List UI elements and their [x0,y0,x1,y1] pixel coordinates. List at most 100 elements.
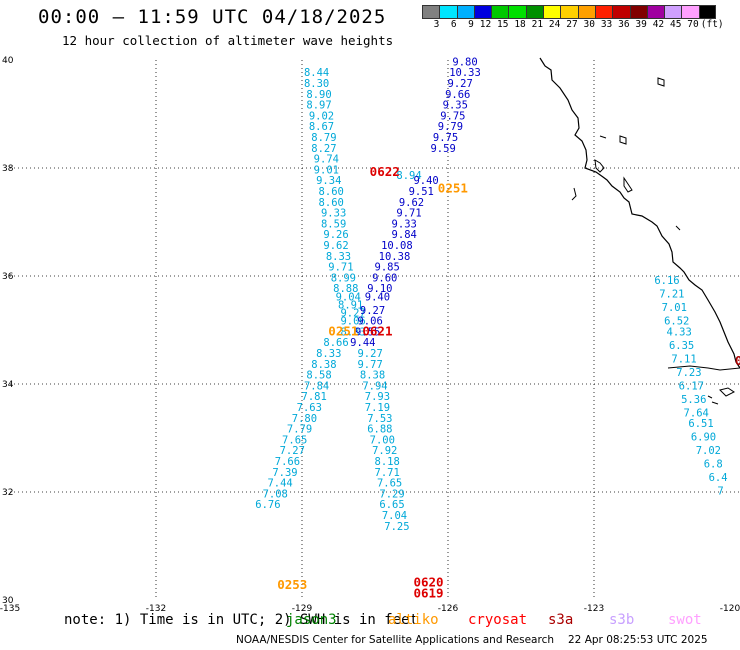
legend-label: 18 [514,19,526,30]
lat-tick-label: 40 [2,56,14,66]
wave-height-label: 9.10 [367,283,392,295]
wave-height-label: 8.90 [306,89,331,101]
wave-height-label: 7.00 [370,434,395,446]
wave-height-label: 7.29 [379,488,404,500]
legend-labels: 3 6 9 12 15 18 21 24 27 30 33 36 39 42 45 70 (ft) [422,19,724,30]
lat-tick-label: 34 [2,380,14,390]
wave-height-label: 7.65 [377,478,402,490]
legend-swatch [560,5,578,19]
legend-label: 21 [531,19,544,30]
wave-height-label: 7.80 [292,413,317,425]
satellite-label: cryosat [468,612,528,628]
wave-height-label: 8.97 [306,100,331,112]
wave-height-label: 7.71 [375,467,400,479]
legend-swatch [646,5,665,19]
pass-label: 0619 [413,585,443,600]
wave-height-label: 8.67 [309,121,334,133]
wave-height-label: 9.27 [448,78,473,90]
satellite-label: jason3 [286,612,337,628]
wave-height-label: 10.33 [449,67,481,79]
wave-height-label: 9.27 [357,348,382,360]
wave-height-label: 7.08 [263,488,288,500]
wave-height-label: 7.02 [696,445,721,457]
wave-height-label: 9.44 [350,337,375,349]
credit-line: NOAA/NESDIS Center for Satellite Applica… [236,634,554,646]
wave-height-label: 8.94 [396,170,421,182]
wave-height-label: 8.33 [326,251,351,263]
wave-height-label: 9.06 [340,316,365,328]
wave-height-label: 7.44 [267,478,292,490]
lat-tick-label: 32 [2,488,13,498]
wave-height-label: 6.4 [709,472,728,484]
legend-label: 6 [450,19,457,30]
wave-height-label: 7.04 [382,510,407,522]
wave-height-label: 5.36 [681,394,706,406]
wave-height-label: 9.80 [452,56,477,68]
legend-swatch [422,5,440,19]
wave-height-label: 8.58 [306,370,331,382]
wave-height-label: 9.06 [357,316,382,328]
wave-height-label: 9.59 [430,143,455,155]
legend-label: 30 [583,19,595,30]
lat-tick-label: 36 [2,272,14,282]
timestamp: 22 Apr 08:25:53 UTC 2025 [568,634,708,646]
legend-label: 12 [479,19,492,30]
wave-height-label: 6.17 [679,380,704,392]
wave-height-label: 9.71 [328,262,353,274]
legend-label: 70 [687,19,699,30]
wave-height-label: 7 [717,486,723,498]
wave-height-label: 8.38 [311,359,336,371]
wave-height-label: 7.21 [659,289,684,301]
legend-swatch [698,5,717,19]
axis-ticks: -135 -132 -129 -126 -123 -120 40 38 36 34 32 30 [0,56,740,614]
chart-subtitle: 12 hour collection of altimeter wave hei… [62,33,394,48]
wave-height-label: 6.65 [379,499,404,511]
legend-swatch [543,5,561,19]
wave-height-label: 9.75 [433,132,458,144]
legend-label: 33 [600,19,613,30]
legend-swatch [525,5,544,19]
legend-swatch [577,5,595,19]
legend-swatch [594,5,613,19]
satellite-label: s3b [609,612,635,628]
legend-swatch [508,5,526,19]
wave-height-label: 7.66 [275,456,300,468]
wave-height-label: 8.60 [319,186,344,198]
satellite-label: s3a [548,612,574,628]
legend-swatch [681,5,699,19]
lon-tick-label: -132 [146,604,166,614]
wave-height-label: 8.27 [311,143,336,155]
wave-height-label: 9.74 [314,154,339,166]
wave-height-label: 7.25 [384,521,409,533]
legend-label: 36 [618,19,630,30]
wave-height-label: 6.16 [654,275,679,287]
pass-label: 0253 [277,577,307,592]
wave-height-label: 9.77 [357,359,382,371]
wave-height-label: 9.34 [316,175,341,187]
wave-height-label: 7.63 [297,402,322,414]
wave-height-label: 9.26 [323,229,348,241]
lat-tick-label: 30 [2,596,14,606]
wave-height-label: 9.62 [399,197,424,209]
wave-height-label: 9.02 [309,110,334,122]
wave-height-label: 7.11 [671,353,696,365]
legend-swatch [456,5,474,19]
lon-tick-label: -120 [720,604,740,614]
coastline [539,57,740,405]
wave-height-label: 8.44 [304,67,329,79]
legend-swatches [422,5,724,19]
satellite-label: swot [668,612,702,628]
wave-height-label: 7.64 [684,407,709,419]
wave-height-label: 8.66 [323,337,348,349]
wave-height-label: 9.35 [443,100,468,112]
wave-height-label: 9.62 [323,240,348,252]
wave-height-label: 8.91 [338,299,363,311]
legend-label: 9 [468,19,474,30]
track-labels: 8.448.308.908.979.028.678.798.279.749.01… [255,56,727,532]
wave-height-label: 9.27 [360,305,385,317]
wave-height-label: 9.40 [413,175,438,187]
wave-height-label: 9.75 [440,110,465,122]
wave-height-label: 7.94 [362,380,387,392]
wave-height-label: 8.83 [340,326,365,338]
chart-title: 00:00 – 11:59 UTC 04/18/2025 [38,6,387,28]
